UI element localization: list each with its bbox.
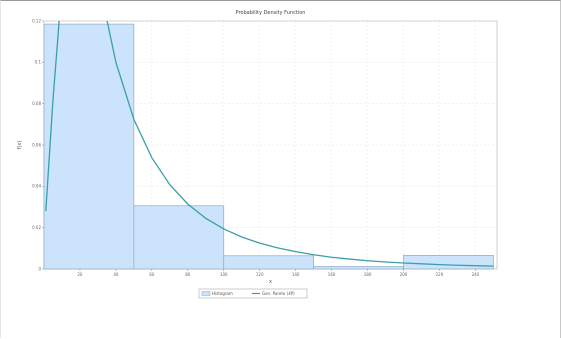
x-axis-ticks: 20 40 60 80 100 120 140 160 180 200 220 240 bbox=[77, 269, 480, 277]
y-tick-label: 0.12 bbox=[32, 18, 41, 23]
y-axis-label: f(x) bbox=[17, 141, 23, 150]
x-tick-label: 80 bbox=[185, 272, 191, 277]
x-tick-label: 240 bbox=[472, 272, 480, 277]
legend-label-gen-pareto: Gen. Pareto (4P) bbox=[262, 291, 295, 296]
series-line-gen-pareto bbox=[45, 21, 494, 267]
legend-swatch-histogram bbox=[201, 291, 211, 296]
chart-title: Probability Density Function bbox=[236, 10, 306, 16]
histogram-bar bbox=[133, 205, 225, 270]
y-tick-label: 0.08 bbox=[32, 101, 41, 106]
histogram-bar bbox=[223, 255, 314, 270]
legend: Histogram Gen. Pareto (4P) bbox=[198, 288, 308, 299]
y-axis-ticks: 0 0.02 0.04 0.06 0.08 0.1 0.12 bbox=[32, 18, 44, 271]
x-tick-label: 200 bbox=[400, 272, 408, 277]
y-tick-label: 0.02 bbox=[32, 225, 41, 230]
histogram-bars bbox=[43, 23, 494, 270]
x-tick-label: 100 bbox=[220, 272, 228, 277]
y-tick-label: 0.04 bbox=[32, 184, 41, 189]
x-axis-label: x bbox=[269, 279, 272, 285]
histogram-bar bbox=[43, 23, 135, 270]
x-tick-label: 220 bbox=[436, 272, 444, 277]
x-tick-label: 160 bbox=[328, 272, 336, 277]
x-tick-label: 40 bbox=[113, 272, 119, 277]
x-tick-label: 140 bbox=[292, 272, 300, 277]
x-tick-label: 180 bbox=[364, 272, 372, 277]
x-tick-label: 120 bbox=[256, 272, 264, 277]
x-tick-label: 60 bbox=[149, 272, 155, 277]
y-tick-label: 0 bbox=[38, 266, 41, 271]
x-tick-label: 20 bbox=[77, 272, 83, 277]
y-tick-label: 0.06 bbox=[32, 142, 41, 147]
y-tick-label: 0.1 bbox=[35, 60, 42, 65]
histogram-bar bbox=[313, 266, 404, 270]
histogram-bar bbox=[403, 255, 494, 270]
legend-label-histogram: Histogram bbox=[212, 291, 233, 296]
